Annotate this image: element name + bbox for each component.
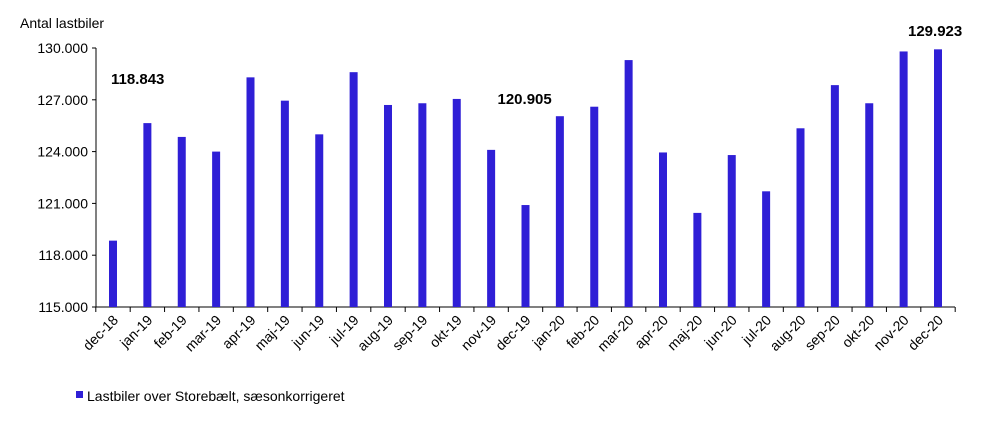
x-tick-label: jun-19 bbox=[288, 312, 328, 352]
y-tick-label: 118.000 bbox=[38, 247, 88, 263]
x-tick-label: apr-20 bbox=[631, 312, 671, 352]
bar bbox=[212, 151, 221, 307]
data-annotation: 120.905 bbox=[498, 91, 552, 108]
x-tick-label: nov-19 bbox=[458, 312, 500, 354]
x-tick-label: apr-19 bbox=[219, 312, 259, 352]
y-tick-label: 115.000 bbox=[38, 299, 88, 315]
bars bbox=[109, 49, 942, 308]
x-tick-label: jan-20 bbox=[528, 312, 568, 352]
y-tick-label: 124.000 bbox=[37, 144, 88, 160]
x-tick-label: dec-20 bbox=[905, 312, 947, 354]
bar bbox=[521, 205, 530, 307]
bar bbox=[487, 149, 496, 307]
y-axis: 115.000 118.000 121.000 124.000 127.000 130.0… bbox=[37, 40, 97, 315]
bar bbox=[384, 104, 392, 307]
bar bbox=[590, 106, 599, 307]
x-tick-label: mar-19 bbox=[182, 312, 225, 355]
legend-label: Lastbiler over Storebælt, sæsonkorrigere… bbox=[87, 388, 345, 404]
x-tick-label: mar-20 bbox=[594, 312, 637, 355]
bar bbox=[418, 103, 427, 308]
annotations: 118.843 120.905 129.923 bbox=[111, 23, 962, 108]
x-tick-label: dec-18 bbox=[80, 312, 122, 354]
x-tick-label: maj-19 bbox=[251, 312, 293, 354]
bar bbox=[727, 155, 736, 307]
bar bbox=[934, 49, 942, 308]
bar bbox=[830, 85, 839, 307]
x-tick-label: jan-19 bbox=[116, 312, 156, 352]
y-tick-label: 127.000 bbox=[37, 92, 88, 108]
y-tick-label: 121.000 bbox=[37, 195, 88, 211]
legend-swatch bbox=[76, 391, 83, 398]
x-tick-label: maj-20 bbox=[664, 312, 706, 354]
legend: Lastbiler over Storebælt, sæsonkorrigere… bbox=[76, 388, 345, 404]
bar bbox=[555, 116, 564, 307]
bar bbox=[452, 98, 461, 307]
x-tick-label: nov-20 bbox=[870, 312, 912, 354]
bar bbox=[246, 77, 255, 307]
y-axis-label: Antal lastbiler bbox=[20, 15, 104, 31]
x-tick-label: aug-19 bbox=[354, 312, 396, 354]
bar bbox=[349, 72, 358, 307]
bar bbox=[315, 134, 324, 307]
x-tick-label: dec-19 bbox=[492, 312, 534, 354]
bar bbox=[177, 136, 186, 307]
bar bbox=[762, 191, 771, 307]
data-annotation: 129.923 bbox=[908, 23, 962, 40]
x-axis: dec-18jan-19feb-19mar-19apr-19maj-19jun-… bbox=[80, 306, 956, 355]
bar bbox=[109, 240, 117, 307]
x-tick-label: jun-20 bbox=[700, 312, 740, 352]
bar bbox=[865, 103, 874, 308]
bar bbox=[899, 51, 908, 307]
x-tick-label: sep-20 bbox=[801, 312, 843, 354]
x-tick-label: sep-19 bbox=[389, 312, 431, 354]
data-annotation: 118.843 bbox=[111, 71, 164, 88]
bar bbox=[280, 100, 289, 307]
bar bbox=[796, 128, 805, 307]
y-tick-label: 130.000 bbox=[37, 40, 88, 56]
x-tick-label: aug-20 bbox=[766, 312, 808, 354]
bar bbox=[659, 152, 667, 307]
bar bbox=[143, 123, 152, 307]
bar bbox=[624, 60, 633, 307]
bar bbox=[693, 212, 702, 307]
